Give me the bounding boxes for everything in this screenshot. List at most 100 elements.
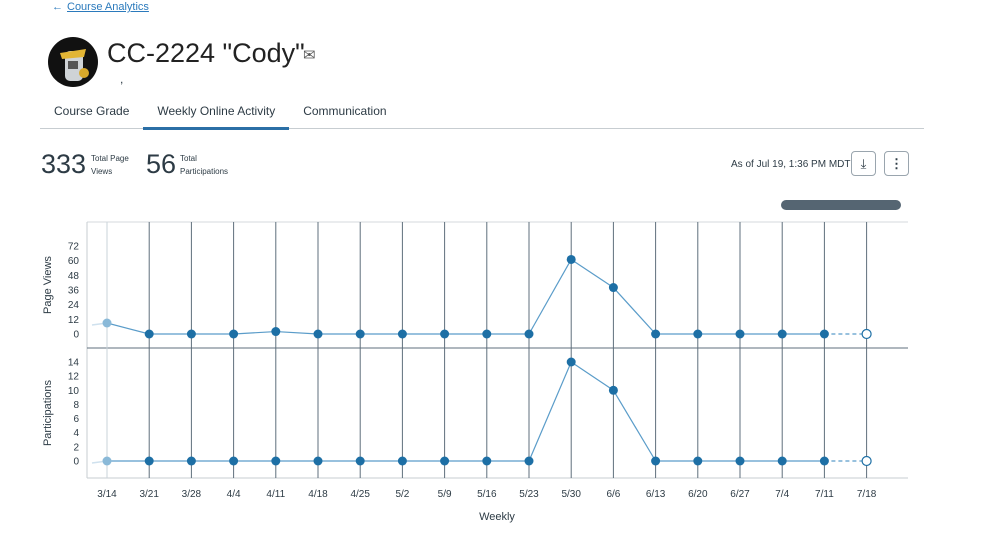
data-point: [735, 456, 745, 466]
data-point: [144, 456, 154, 466]
y-tick-label: 2: [73, 442, 79, 453]
data-point: [440, 456, 450, 466]
data-point: [651, 329, 661, 339]
data-point: [608, 283, 618, 293]
data-point: [313, 329, 323, 339]
x-tick-label: 6/20: [688, 489, 708, 500]
y-axis-title: Participations: [42, 379, 54, 446]
x-tick-label: 3/14: [97, 489, 117, 500]
data-point: [608, 385, 618, 395]
series-segment: [528, 361, 572, 462]
x-tick-label: 3/21: [139, 489, 159, 500]
data-point: [482, 456, 492, 466]
y-tick-label: 10: [68, 386, 80, 397]
y-tick-label: 12: [68, 315, 80, 326]
y-tick-label: 0: [73, 457, 79, 468]
horizontal-scrollbar[interactable]: [781, 200, 901, 210]
y-tick-label: 4: [73, 428, 79, 439]
data-point: [693, 329, 703, 339]
total-page-views-value: 333: [41, 149, 87, 179]
x-tick-label: 7/18: [857, 489, 877, 500]
data-point: [102, 456, 112, 466]
y-tick-label: 36: [68, 286, 80, 297]
data-point: [271, 327, 281, 337]
x-tick-label: 7/4: [775, 489, 789, 500]
data-point: [229, 329, 239, 339]
x-tick-label: 7/11: [815, 489, 834, 500]
tab-communication[interactable]: Communication: [303, 104, 387, 118]
total-participations-label: Total Participations: [180, 154, 229, 176]
x-tick-label: 3/28: [182, 489, 202, 500]
data-point: [186, 329, 196, 339]
series-segment: [570, 361, 614, 391]
data-point: [482, 329, 492, 339]
x-tick-label: 6/6: [606, 489, 620, 500]
data-point: [524, 456, 534, 466]
x-tick-label: 5/9: [438, 489, 452, 500]
y-tick-label: 6: [73, 414, 79, 425]
total-participations-value: 56: [146, 149, 177, 179]
data-point: [313, 456, 323, 466]
series-segment: [106, 322, 150, 335]
data-point: [186, 456, 196, 466]
data-point: [271, 456, 281, 466]
x-tick-label: 6/13: [646, 489, 666, 500]
course-analytics-link[interactable]: Course Analytics: [67, 1, 149, 13]
x-tick-label: 4/18: [308, 489, 328, 500]
y-tick-label: 0: [73, 330, 79, 341]
x-tick-label: 5/23: [519, 489, 539, 500]
data-point: [355, 456, 365, 466]
series-segment: [612, 287, 657, 335]
x-tick-label: 4/25: [350, 489, 370, 500]
data-point: [861, 455, 872, 467]
data-point: [102, 318, 112, 328]
y-tick-label: 48: [68, 271, 80, 282]
y-axis-title: Page Views: [42, 256, 54, 314]
data-point: [651, 456, 661, 466]
kebab-menu-icon: ⋮: [890, 155, 903, 171]
data-point: [397, 456, 407, 466]
arrow-left-icon[interactable]: ←: [52, 1, 63, 13]
x-tick-label: 5/16: [477, 489, 497, 500]
menu-button[interactable]: ⋮: [884, 151, 909, 176]
x-tick-label: 6/27: [730, 489, 750, 500]
y-tick-label: 14: [68, 358, 80, 369]
data-point: [144, 329, 154, 339]
series-segment: [570, 258, 614, 289]
as-of-timestamp: As of Jul 19, 1:36 PM MDT: [731, 159, 851, 170]
data-point: [819, 456, 829, 466]
avatar-image: [60, 49, 89, 81]
total-page-views-label: Total Page Views: [91, 154, 129, 176]
data-point: [397, 329, 407, 339]
data-point: [440, 329, 450, 339]
y-tick-label: 8: [73, 400, 79, 411]
tab-bar: Course Grade Weekly Online Activity Comm…: [40, 96, 924, 130]
series-segment: [275, 330, 319, 335]
x-tick-label: 4/11: [266, 489, 285, 500]
data-point: [566, 357, 576, 367]
data-point: [735, 329, 745, 339]
download-icon: ⤓: [860, 155, 867, 171]
download-button[interactable]: ⤓: [851, 151, 876, 176]
x-axis-title: Weekly: [479, 511, 515, 523]
data-point: [861, 328, 872, 340]
data-point: [355, 329, 365, 339]
student-name: CC-2224 "Cody": [107, 38, 305, 68]
y-tick-label: 60: [68, 256, 80, 267]
y-tick-label: 72: [68, 242, 80, 253]
series-segment: [528, 259, 572, 335]
avatar: [48, 37, 98, 87]
tab-course-grade[interactable]: Course Grade: [54, 104, 130, 118]
x-tick-label: 5/30: [561, 489, 581, 500]
x-tick-label: 4/4: [227, 489, 241, 500]
data-point: [819, 329, 829, 339]
breadcrumb: ← Course Analytics: [52, 1, 149, 13]
envelope-icon[interactable]: ✉: [303, 47, 316, 64]
tab-weekly-online-activity[interactable]: Weekly Online Activity: [143, 96, 290, 130]
student-subtitle: ,: [120, 72, 124, 86]
y-tick-label: 24: [68, 300, 80, 311]
x-tick-label: 5/2: [395, 489, 409, 500]
y-tick-label: 12: [68, 372, 80, 383]
data-point: [693, 456, 703, 466]
